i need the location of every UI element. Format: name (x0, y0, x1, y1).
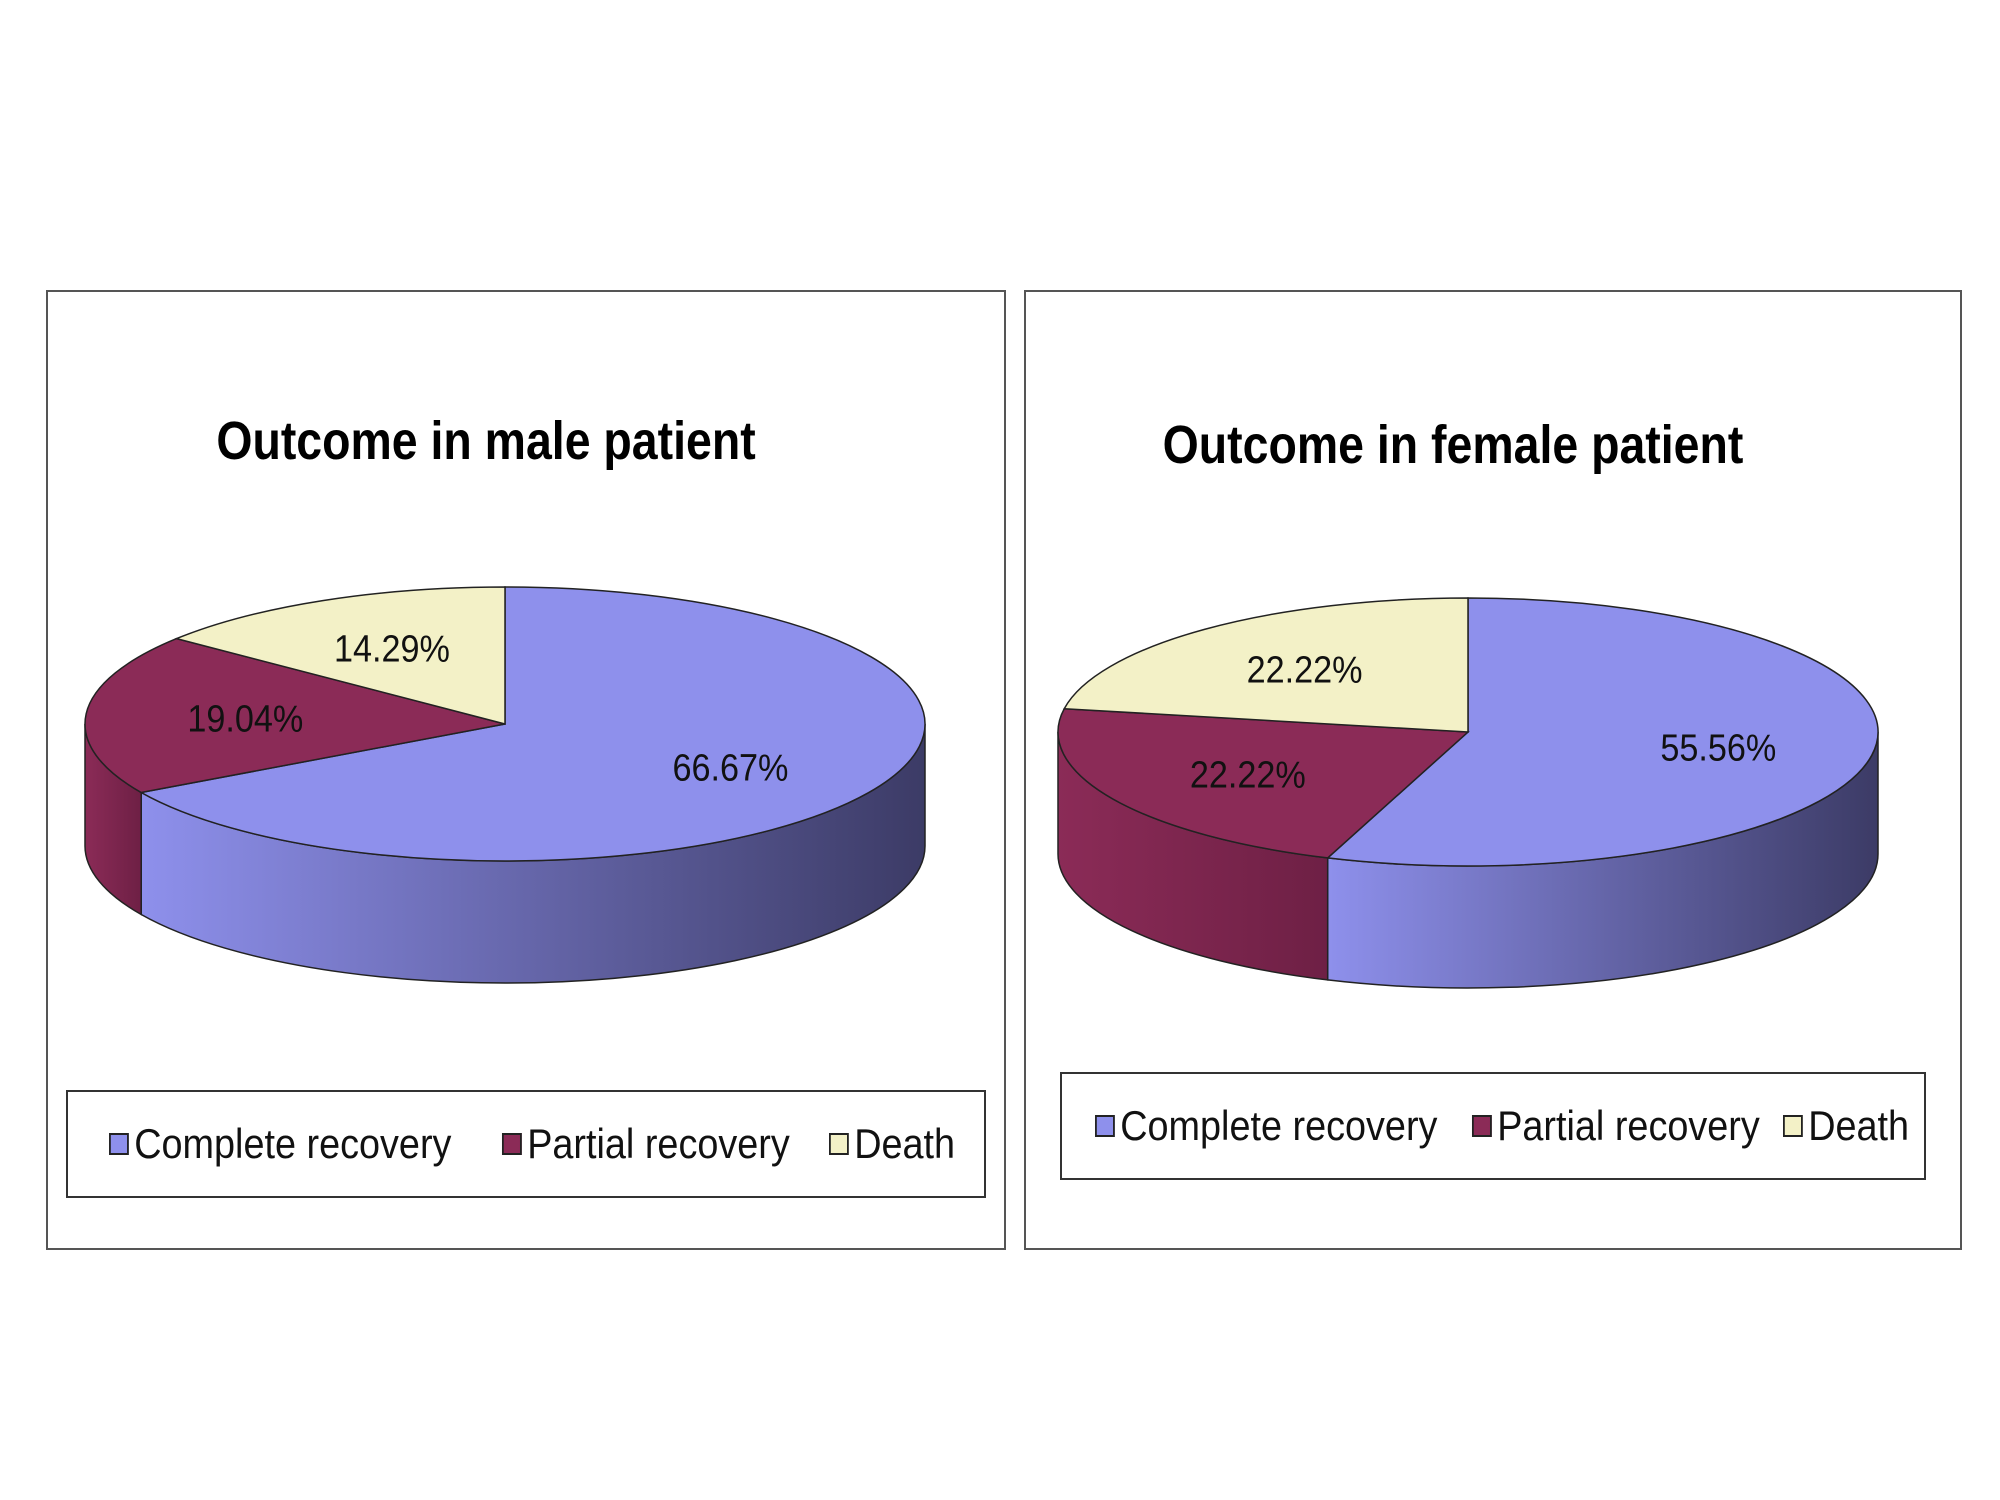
data-label-death: 22.22% (1247, 648, 1363, 691)
legend-label: Partial recovery (527, 1120, 791, 1167)
data-label-partial-recovery: 22.22% (1190, 753, 1306, 796)
female-pie-chart: 55.56% 22.22% 22.22% (1057, 597, 1879, 989)
pie-top (84, 586, 926, 862)
legend-label: Death (1808, 1102, 1910, 1149)
pie-top (1057, 597, 1879, 867)
legend-item-death: Death (828, 1120, 956, 1168)
legend-item-complete-recovery: Complete recovery (1095, 1102, 1437, 1150)
legend-label: Complete recovery (134, 1120, 452, 1167)
data-label-complete-recovery: 66.67% (673, 746, 789, 789)
legend-item-partial-recovery: Partial recovery (502, 1120, 790, 1168)
legend-swatch-death (1783, 1115, 1804, 1137)
legend-swatch-death (828, 1133, 849, 1155)
data-label-complete-recovery: 55.56% (1660, 726, 1776, 769)
legend-label: Death (854, 1120, 956, 1167)
legend-label: Partial recovery (1497, 1102, 1761, 1149)
chart-title: Outcome in female patient (1162, 415, 1744, 475)
legend-item-death: Death (1783, 1102, 1909, 1150)
legend-item-partial-recovery: Partial recovery (1472, 1102, 1760, 1150)
slice-partial-recovery (84, 637, 506, 794)
pie-side-walls (1057, 731, 1879, 989)
legend-swatch-complete-recovery (108, 1133, 129, 1155)
slice-complete-recovery (139, 586, 926, 862)
data-label-partial-recovery: 19.04% (187, 697, 303, 740)
slice-partial-recovery (1057, 707, 1470, 859)
chart-title: Outcome in male patient (216, 411, 756, 471)
legend-swatch-partial-recovery (502, 1133, 523, 1155)
male-pie-chart: 66.67% 19.04% 14.29% (84, 586, 926, 984)
legend-swatch-complete-recovery (1095, 1115, 1115, 1137)
legend-swatch-partial-recovery (1472, 1115, 1493, 1137)
legend: Complete recovery Partial recovery Death (66, 1090, 986, 1198)
slice-complete-recovery (1325, 597, 1879, 867)
data-label-death: 14.29% (334, 627, 450, 670)
legend-item-complete-recovery: Complete recovery (108, 1120, 452, 1168)
slice-death (174, 586, 506, 725)
legend-label: Complete recovery (1120, 1102, 1438, 1149)
slice-death (1063, 597, 1469, 733)
male-chart-panel: Outcome in male patient 66.67% 19.04% 14.2… (46, 290, 1006, 1250)
female-chart-panel: Outcome in female patient 55.56% 22.22% 22… (1024, 290, 1962, 1250)
legend: Complete recovery Partial recovery Death (1060, 1072, 1926, 1180)
